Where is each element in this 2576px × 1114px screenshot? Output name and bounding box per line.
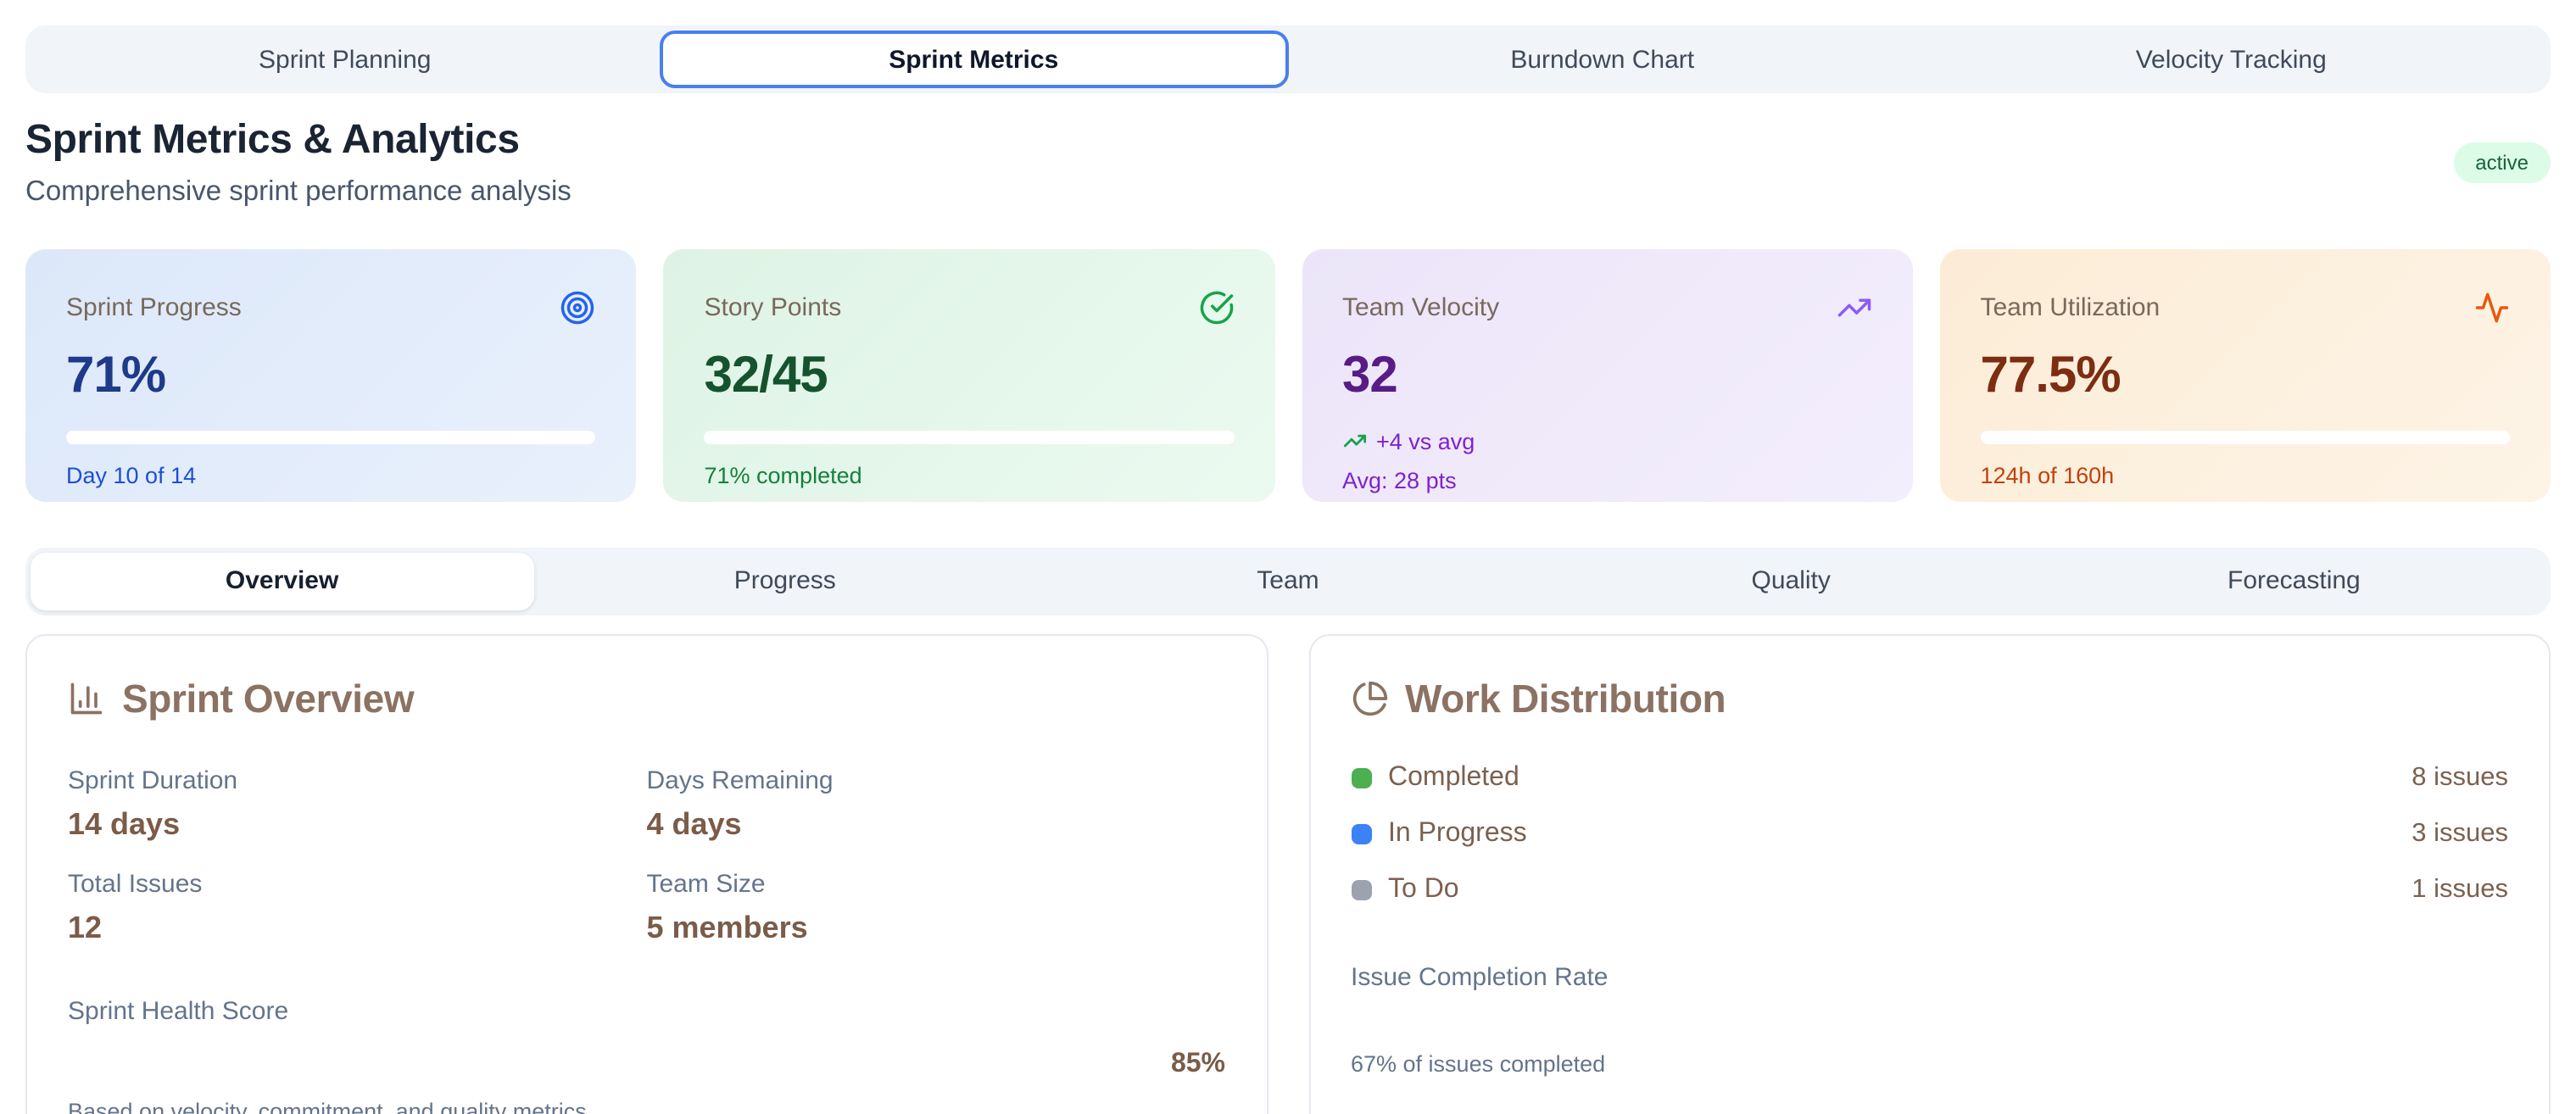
work-distribution-title: Work Distribution — [1351, 677, 2508, 722]
progress-bar — [66, 430, 596, 444]
stat-value: 4 days — [646, 806, 742, 841]
trending-up-icon — [1837, 290, 1872, 326]
tab-sprint-planning[interactable]: Sprint Planning — [259, 45, 432, 74]
page-title: Sprint Metrics & Analytics — [25, 117, 520, 163]
status-badge: active — [2453, 142, 2551, 183]
list-item-completed: Completed 8 issues — [1351, 761, 2508, 795]
card-caption: 71% completed — [704, 462, 862, 488]
item-count: 8 issues — [2412, 762, 2508, 792]
tab-velocity-tracking[interactable]: Velocity Tracking — [2135, 45, 2327, 74]
item-count: 3 issues — [2412, 818, 2508, 848]
tab-forecasting[interactable]: Forecasting — [2228, 566, 2361, 596]
tab-quality[interactable]: Quality — [1751, 566, 1831, 596]
delta-text: +4 vs avg — [1376, 428, 1475, 454]
target-icon — [560, 290, 596, 326]
card-label: Sprint Progress — [66, 292, 242, 322]
page-header-text: Sprint Metrics & Analytics Comprehensive… — [25, 117, 572, 209]
list-item-in-progress: In Progress 3 issues — [1351, 817, 2508, 851]
tab-progress[interactable]: Progress — [733, 566, 836, 596]
item-count: 1 issues — [2412, 874, 2508, 904]
stat-label: Sprint Duration — [68, 766, 238, 795]
issue-completion-section: Issue Completion Rate 67% of issues comp… — [1351, 963, 2508, 1077]
stat-team-size: Team Size 5 members — [647, 870, 1226, 946]
tab-burndown-chart[interactable]: Burndown Chart — [1510, 45, 1695, 74]
stat-value: 5 members — [646, 910, 808, 944]
section-tab-bar: Overview Progress Team Quality Forecasti… — [25, 547, 2551, 615]
sprint-health-section: Sprint Health Score 85% Based on velocit… — [68, 997, 1225, 1114]
sprint-overview-title: Sprint Overview — [68, 677, 1225, 722]
status-dot-in-progress — [1351, 823, 1371, 844]
card-label: Team Velocity — [1342, 292, 1500, 322]
sprint-stats-grid: Sprint Duration 14 days Days Remaining 4… — [68, 766, 1225, 946]
stat-days-remaining: Days Remaining 4 days — [647, 766, 1226, 843]
card-caption: 124h of 160h — [1980, 462, 2115, 488]
tab-overview[interactable]: Overview — [31, 552, 534, 610]
page-subtitle: Comprehensive sprint performance analysi… — [25, 175, 572, 207]
page-header: Sprint Metrics & Analytics Comprehensive… — [25, 117, 2551, 209]
card-label: Team Utilization — [1980, 292, 2161, 322]
item-label: To Do — [1388, 874, 1459, 904]
completion-rate-caption: 67% of issues completed — [1351, 1050, 1606, 1077]
progress-bar — [1980, 430, 2510, 444]
pie-chart-icon — [1351, 681, 1388, 718]
status-dot-completed — [1351, 767, 1371, 788]
stat-label: Total Issues — [68, 869, 203, 899]
team-velocity-card: Team Velocity 32 +4 vs avg — [1302, 248, 1913, 502]
card-caption: Avg: 28 pts — [1342, 467, 1457, 493]
card-value: 32 — [1342, 347, 1398, 404]
team-utilization-card: Team Utilization 77.5% 124h of 160h — [1939, 248, 2551, 502]
completion-rate-label: Issue Completion Rate — [1351, 962, 1609, 992]
card-value: 77.5% — [1980, 347, 2122, 404]
main-tab-bar: Sprint Planning Sprint Metrics Burndown … — [25, 25, 2551, 93]
health-score-value: 85% — [1170, 1049, 1225, 1078]
overview-panels: Sprint Overview Sprint Duration 14 days … — [25, 633, 2551, 1114]
bar-chart-icon — [68, 681, 105, 718]
activity-icon — [2474, 290, 2510, 326]
stat-total-issues: Total Issues 12 — [68, 870, 647, 946]
sprint-progress-card: Sprint Progress 71% Day 10 of 14 — [25, 248, 637, 502]
completion-rate-bar — [1351, 1015, 2508, 1033]
card-caption: Day 10 of 14 — [66, 462, 197, 488]
check-circle-icon — [1198, 290, 1234, 326]
status-dot-to-do — [1351, 879, 1371, 900]
tab-sprint-metrics[interactable]: Sprint Metrics — [659, 31, 1288, 88]
tab-team[interactable]: Team — [1257, 566, 1319, 596]
stat-value: 14 days — [68, 806, 181, 841]
story-points-card: Story Points 32/45 71% completed — [663, 248, 1274, 502]
card-value: 32/45 — [704, 347, 828, 404]
item-label: Completed — [1388, 762, 1519, 792]
health-score-caption: Based on velocity, commitment, and quali… — [68, 1098, 587, 1114]
velocity-delta: +4 vs avg — [1342, 429, 1872, 454]
health-score-bar — [68, 1056, 1151, 1073]
work-distribution-list: Completed 8 issues In Progress 3 issues … — [1351, 761, 2508, 907]
health-score-label: Sprint Health Score — [68, 996, 289, 1026]
card-value: 71% — [66, 347, 166, 404]
progress-bar — [704, 430, 1234, 444]
stat-label: Team Size — [646, 869, 766, 899]
card-label: Story Points — [704, 292, 842, 322]
list-item-to-do: To Do 1 issues — [1351, 873, 2508, 907]
panel-title-text: Work Distribution — [1405, 676, 1726, 721]
stat-sprint-duration: Sprint Duration 14 days — [68, 766, 647, 843]
stat-value: 12 — [68, 910, 103, 944]
stat-label: Days Remaining — [646, 766, 834, 795]
trending-up-icon — [1342, 430, 1366, 454]
metric-cards-row: Sprint Progress 71% Day 10 of 14 Story P… — [25, 248, 2551, 502]
work-distribution-panel: Work Distribution Completed 8 issues In … — [1308, 633, 2551, 1114]
panel-title-text: Sprint Overview — [122, 676, 415, 721]
sprint-overview-panel: Sprint Overview Sprint Duration 14 days … — [25, 633, 1268, 1114]
item-label: In Progress — [1388, 818, 1527, 848]
